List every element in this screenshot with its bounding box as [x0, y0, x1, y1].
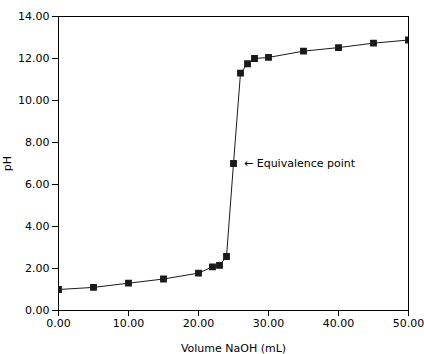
svg-text:Volume NaOH (mL): Volume NaOH (mL) — [181, 342, 286, 354]
svg-text:40.00: 40.00 — [323, 317, 355, 330]
svg-text:pH: pH — [1, 156, 14, 171]
svg-text:30.00: 30.00 — [253, 317, 285, 330]
svg-text:0.00: 0.00 — [25, 304, 50, 317]
svg-text:8.00: 8.00 — [25, 136, 50, 149]
svg-text:2.00: 2.00 — [25, 262, 50, 275]
svg-text:10.00: 10.00 — [18, 94, 50, 107]
svg-text:50.00: 50.00 — [393, 317, 424, 330]
svg-text:0.00: 0.00 — [46, 317, 71, 330]
svg-text:6.00: 6.00 — [25, 178, 50, 191]
svg-text:← Equivalence point: ← Equivalence point — [244, 157, 356, 170]
svg-text:20.00: 20.00 — [183, 317, 215, 330]
svg-text:14.00: 14.00 — [18, 10, 50, 23]
svg-text:12.00: 12.00 — [18, 52, 50, 65]
svg-text:10.00: 10.00 — [113, 317, 145, 330]
svg-text:4.00: 4.00 — [25, 220, 50, 233]
